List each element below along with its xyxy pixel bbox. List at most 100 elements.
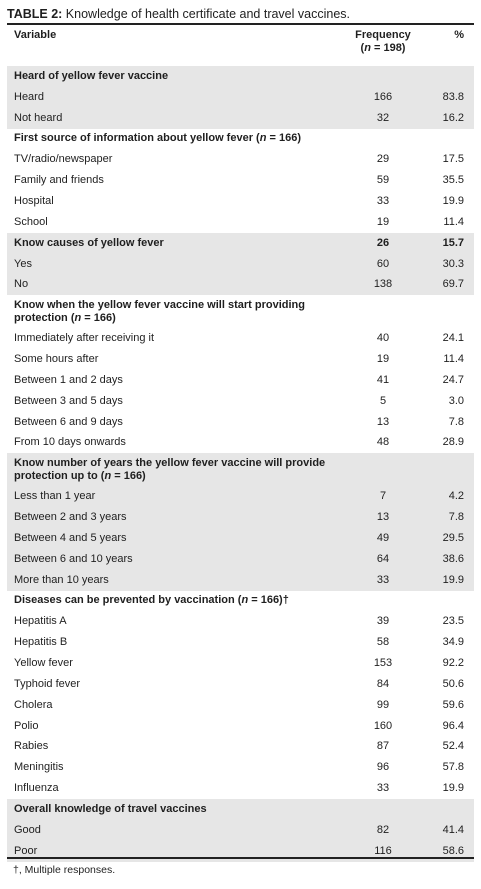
percent-cell: 41.4	[433, 819, 474, 841]
row-label: Heard of yellow fever vaccine	[7, 66, 333, 87]
frequency-cell: 32	[333, 107, 433, 129]
row-label: From 10 days onwards	[14, 436, 126, 449]
percent-cell	[433, 66, 474, 87]
row-label: Between 3 and 5 days	[14, 394, 123, 407]
row-label: More than 10 years	[7, 569, 333, 591]
frequency-cell: 116	[333, 840, 433, 862]
table-number: TABLE 2:	[7, 7, 63, 21]
table-row: Family and friends 59 35.5	[7, 170, 474, 191]
frequency-cell: 39	[376, 615, 390, 628]
section-row: Know when the yellow fever vaccine will …	[7, 295, 474, 328]
percent-cell: 50.6	[442, 677, 464, 690]
section-row: Overall knowledge of travel vaccines	[7, 799, 474, 820]
percent-cell: 11.4	[443, 353, 464, 366]
table-row: Between 1 and 2 days 41 24.7	[7, 370, 474, 391]
section-row: Diseases can be prevented by vaccination…	[7, 591, 474, 612]
frequency-cell	[333, 295, 433, 328]
header-percent: %	[454, 29, 464, 41]
frequency-cell: 33	[376, 194, 390, 207]
row-label: Influenza	[14, 782, 59, 795]
table-row: Not heard 32 16.2	[7, 107, 474, 129]
percent-cell: 15.7	[433, 232, 474, 254]
percent-cell: 19.9	[442, 782, 464, 795]
row-label: Some hours after	[14, 353, 99, 366]
header-frequency-n: (n = 198)	[360, 42, 406, 54]
frequency-cell: 82	[333, 819, 433, 841]
frequency-cell: 26	[333, 232, 433, 254]
percent-cell: 57.8	[442, 761, 464, 774]
table-row: Hepatitis A 39 23.5	[7, 611, 474, 632]
row-label: Good	[7, 819, 333, 841]
row-label: Rabies	[14, 740, 49, 753]
table-row: Hepatitis B 58 34.9	[7, 632, 474, 653]
row-label: Heard	[7, 86, 333, 108]
row-label: TV/radio/newspaper	[14, 153, 113, 166]
section-row: First source of information about yellow…	[7, 129, 474, 150]
row-label: Diseases can be prevented by vaccination…	[14, 594, 289, 607]
table-caption: Knowledge of health certificate and trav…	[62, 7, 350, 21]
percent-cell: 96.4	[442, 719, 464, 732]
frequency-cell: 19	[376, 353, 390, 366]
frequency-cell: 5	[379, 394, 387, 407]
percent-cell	[433, 453, 474, 487]
percent-cell: 4.2	[433, 486, 474, 508]
row-label: Hepatitis B	[14, 636, 68, 649]
percent-cell: 24.7	[442, 373, 464, 386]
frequency-cell: 64	[333, 548, 433, 570]
percent-cell	[433, 129, 474, 150]
table-row: More than 10 years 33 19.9	[7, 569, 474, 591]
row-label: First source of information about yellow…	[14, 132, 301, 145]
table-row: Hospital 33 19.9	[7, 191, 474, 212]
percent-cell: 59.6	[442, 698, 464, 711]
frequency-cell: 60	[333, 253, 433, 275]
table-row: From 10 days onwards 48 28.9	[7, 433, 474, 454]
table-row: Yes 60 30.3	[7, 253, 474, 275]
table-row: Between 6 and 10 years 64 38.6	[7, 548, 474, 570]
table-row: Heard 166 83.8	[7, 86, 474, 108]
frequency-cell	[333, 453, 433, 487]
row-label: Polio	[14, 719, 39, 732]
percent-cell: 58.6	[433, 840, 474, 862]
percent-cell: 11.4	[443, 215, 464, 228]
row-label: Typhoid fever	[14, 677, 81, 690]
section-row: Know number of years the yellow fever va…	[7, 453, 474, 487]
percent-cell: 38.6	[433, 548, 474, 570]
frequency-cell: 58	[376, 636, 390, 649]
frequency-cell: 7	[333, 486, 433, 508]
frequency-cell	[333, 591, 433, 612]
header-variable: Variable	[14, 29, 57, 41]
row-label: Hospital	[14, 194, 54, 207]
footnote: †, Multiple responses.	[13, 864, 116, 876]
table-row: Influenza 33 19.9	[7, 778, 474, 799]
frequency-cell: 138	[333, 274, 433, 296]
frequency-cell	[333, 129, 433, 150]
row-label: Know when the yellow fever vaccine will …	[14, 298, 305, 324]
percent-cell: 19.9	[433, 569, 474, 591]
table-row: Typhoid fever 84 50.6	[7, 674, 474, 695]
table-row: Cholera 99 59.6	[7, 695, 474, 716]
row-label: Not heard	[7, 107, 333, 129]
percent-cell: 16.2	[433, 107, 474, 129]
percent-cell: 92.2	[442, 657, 464, 670]
frequency-cell: 13	[376, 415, 390, 428]
table-row: Immediately after receiving it 40 24.1	[7, 328, 474, 349]
row-label: Poor	[7, 840, 333, 862]
percent-cell: 19.9	[442, 194, 464, 207]
table-row: Less than 1 year 7 4.2	[7, 486, 474, 508]
percent-cell: 7.8	[433, 507, 474, 529]
header-frequency-label: Frequency	[355, 29, 411, 41]
percent-cell: 3.0	[448, 394, 464, 407]
table-row: TV/radio/newspaper 29 17.5	[7, 149, 474, 170]
table-row: Meningitis 96 57.8	[7, 757, 474, 778]
table-row: Yellow fever 153 92.2	[7, 653, 474, 674]
frequency-cell: 166	[333, 86, 433, 108]
percent-cell: 29.5	[433, 528, 474, 549]
table-row: Between 3 and 5 days 5 3.0	[7, 391, 474, 412]
frequency-cell	[333, 66, 433, 87]
table-row: Between 6 and 9 days 13 7.8	[7, 412, 474, 433]
header-frequency: Frequency (n = 198)	[333, 24, 433, 66]
percent-cell	[433, 591, 474, 612]
table-row: Polio 160 96.4	[7, 716, 474, 737]
row-label: Less than 1 year	[7, 486, 333, 508]
row-label: Meningitis	[14, 761, 64, 774]
